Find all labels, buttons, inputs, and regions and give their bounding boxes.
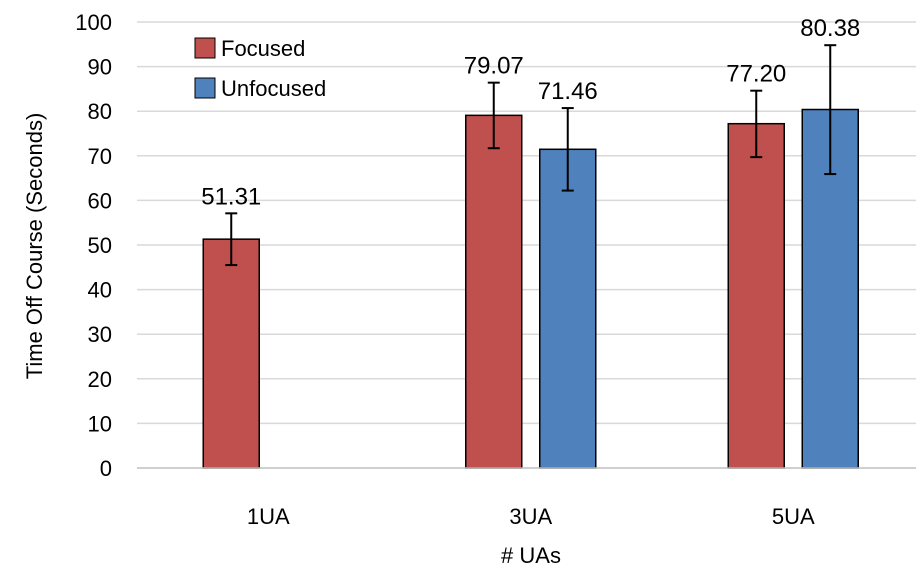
y-tick-label: 30 — [88, 322, 112, 347]
data-label: 77.20 — [726, 61, 786, 88]
data-label: 79.07 — [464, 53, 524, 80]
bar-focused-1ua — [202, 238, 260, 469]
y-tick-label: 70 — [88, 144, 112, 169]
y-tick-label: 80 — [88, 99, 112, 124]
y-tick-label: 50 — [88, 233, 112, 258]
y-tick-label: 40 — [88, 278, 112, 303]
y-tick-label: 100 — [75, 10, 112, 35]
bar-focused-3ua — [465, 114, 523, 469]
error-bar — [561, 107, 574, 192]
data-labels: 51.31 79.07 71.46 77.20 80.38 — [201, 15, 860, 210]
x-tick-label: 3UA — [509, 504, 552, 529]
y-tick-label: 0 — [100, 456, 112, 481]
error-bar — [824, 44, 837, 176]
y-tick-label: 60 — [88, 188, 112, 213]
error-bar — [487, 81, 500, 150]
bars — [202, 44, 859, 469]
legend-label-unfocused: Unfocused — [221, 76, 326, 101]
y-axis-title: Time Off Course (Seconds) — [22, 113, 47, 380]
axes: 0 10 20 30 40 50 60 70 80 90 100 1UA 3UA 5UA — [75, 10, 916, 529]
gridlines — [137, 21, 916, 425]
y-tick-label: 10 — [88, 411, 112, 436]
data-label: 80.38 — [800, 15, 860, 42]
error-bar — [750, 89, 763, 159]
x-axis-title: # UAs — [501, 543, 561, 568]
x-tick-label: 5UA — [772, 504, 815, 529]
bar-focused-5ua — [727, 122, 785, 469]
legend: Focused Unfocused — [194, 36, 326, 101]
error-bar — [225, 212, 238, 267]
legend-label-focused: Focused — [221, 36, 305, 61]
bar-unfocused-3ua — [539, 148, 597, 469]
legend-swatch-unfocused — [194, 77, 216, 99]
x-tick-label: 1UA — [247, 504, 290, 529]
data-label: 51.31 — [201, 183, 261, 210]
legend-swatch-focused — [194, 37, 216, 59]
y-tick-label: 90 — [88, 55, 112, 80]
data-label: 71.46 — [538, 78, 598, 105]
y-tick-label: 20 — [88, 367, 112, 392]
